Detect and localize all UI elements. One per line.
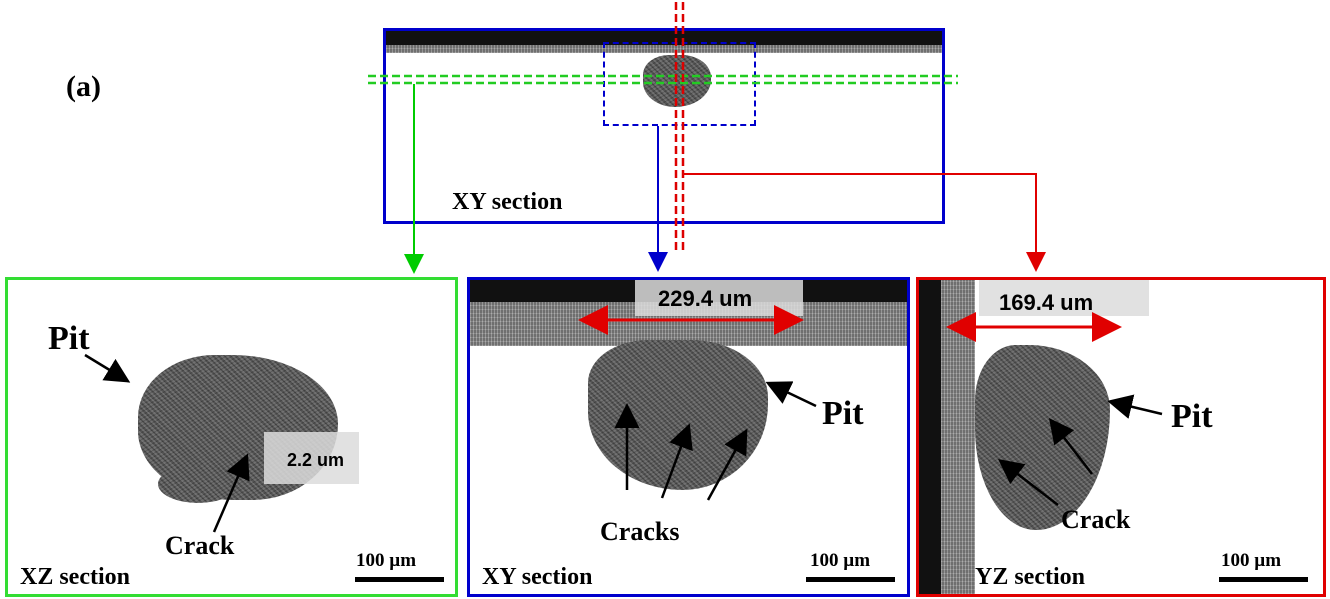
yz-scale-text: 100 µm — [1221, 550, 1282, 571]
red-cut-lines — [674, 2, 685, 250]
xy-scale-text: 100 µm — [810, 550, 871, 571]
xz-pit-pointer — [84, 353, 131, 383]
xz-panel: 2.2 um Pit Crack XZ section 100 µm — [5, 277, 458, 597]
xy-section-label: XY section — [482, 564, 593, 590]
xy-pit-label: Pit — [822, 395, 864, 432]
xz-measure-box — [264, 432, 359, 484]
xz-pit-lower — [158, 465, 238, 503]
xy-pit-body — [588, 340, 768, 490]
overview-section-label: XY section — [452, 189, 563, 215]
xy-crack-pointer-2 — [660, 423, 693, 499]
yz-crack-pointer-2 — [1048, 418, 1093, 475]
yz-measure-text: 169.4 um — [999, 290, 1094, 315]
panel-label: (a) — [66, 70, 101, 103]
xz-crack-pointer — [212, 453, 250, 533]
xz-crack-label: Crack — [165, 531, 235, 560]
xy-scale-bar — [806, 577, 895, 582]
green-cut-lines — [368, 74, 958, 85]
xz-measure-text: 2.2 um — [287, 450, 345, 470]
yz-crack-label: Crack — [1061, 505, 1131, 534]
yz-scale-bar — [1219, 577, 1308, 582]
xz-scale-bar — [355, 577, 444, 582]
yz-pit-pointer — [1107, 394, 1163, 419]
xy-pit-pointer — [765, 381, 817, 408]
yz-measure-box — [979, 280, 1149, 316]
xz-pit-label: Pit — [48, 320, 90, 357]
xy-crack-pointer-3 — [706, 428, 748, 501]
xy-cracks-label: Cracks — [600, 517, 680, 546]
yz-pit-body — [975, 345, 1110, 530]
xz-scale-text: 100 µm — [356, 550, 417, 571]
yz-section-label: YZ section — [975, 564, 1085, 590]
yz-dark-band — [919, 280, 941, 594]
red-connector-arrow — [683, 173, 1046, 272]
xz-section-label: XZ section — [20, 564, 130, 590]
yz-pit-label: Pit — [1171, 398, 1213, 435]
yz-crack-pointer-1 — [998, 458, 1059, 506]
overview-surface-texture — [386, 45, 942, 53]
overview-dark-band — [386, 31, 942, 45]
